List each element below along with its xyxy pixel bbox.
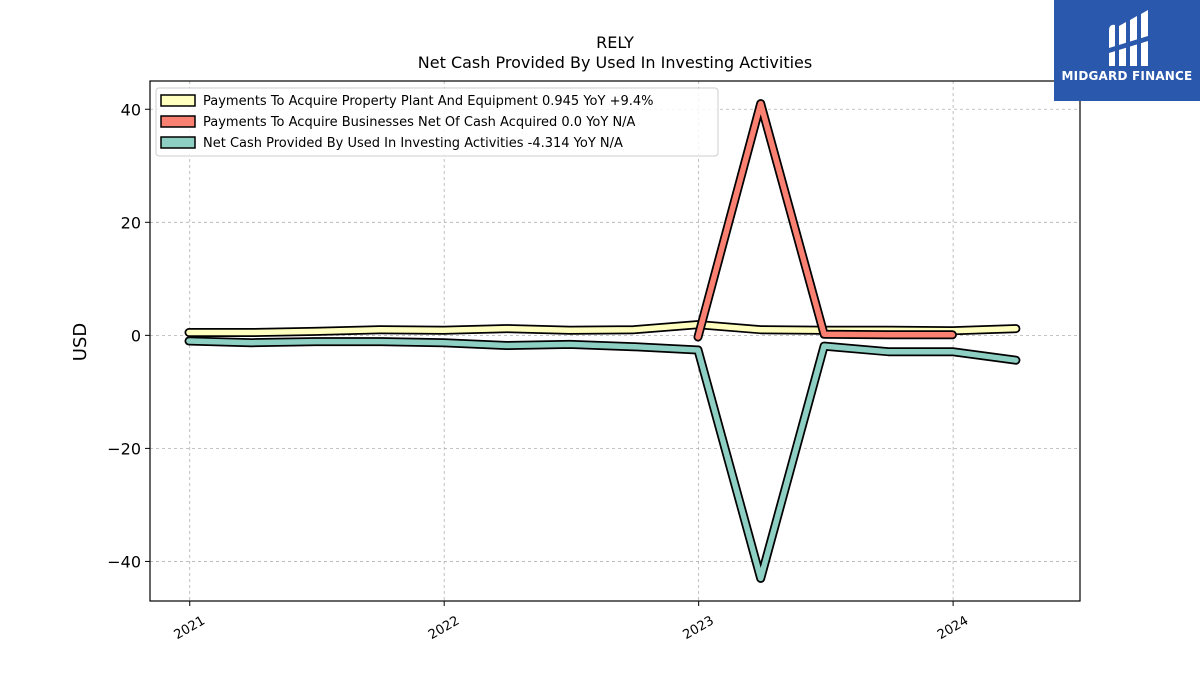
legend: Payments To Acquire Property Plant And E… <box>155 87 719 157</box>
y-tick-label: 20 <box>121 213 141 232</box>
series-line-businesses <box>695 100 956 340</box>
legend-label-net-cash: Net Cash Provided By Used In Investing A… <box>203 136 623 151</box>
y-axis-label: USD <box>70 323 91 361</box>
y-tick-label: 0 <box>131 326 141 345</box>
series-group <box>184 99 1021 583</box>
chart-subtitle: Net Cash Provided By Used In Investing A… <box>418 53 812 72</box>
y-tick-label: −40 <box>107 552 141 571</box>
legend-swatch-ppe <box>160 94 196 107</box>
midgard-logo-icon <box>1109 10 1148 66</box>
y-tick-label: −20 <box>107 439 141 458</box>
series-line-businesses-outline <box>693 99 957 342</box>
plot-frame <box>149 80 1081 602</box>
legend-swatch-businesses <box>160 115 196 128</box>
y-tick-label: 40 <box>121 100 141 119</box>
brand-badge: MIDGARD FINANCE <box>1054 0 1200 101</box>
x-tick-label: 2023 <box>680 613 716 643</box>
y-axis-ticks: 40 20 0 −20 −40 <box>107 100 150 571</box>
series-line-net-cash-outline <box>184 336 1021 583</box>
x-tick-label: 2021 <box>172 613 208 643</box>
brand-name: MIDGARD FINANCE <box>1061 69 1193 83</box>
legend-box <box>155 87 719 157</box>
x-tick-label: 2024 <box>935 613 971 643</box>
legend-label-ppe: Payments To Acquire Property Plant And E… <box>203 94 654 109</box>
series-line-net-cash <box>186 338 1019 582</box>
chart-title: RELY <box>596 33 634 52</box>
legend-label-businesses: Payments To Acquire Businesses Net Of Ca… <box>203 115 636 130</box>
x-axis-ticks: 2021 2022 2023 2024 <box>172 601 971 643</box>
x-tick-label: 2022 <box>426 613 462 643</box>
legend-swatch-net-cash <box>160 136 196 149</box>
